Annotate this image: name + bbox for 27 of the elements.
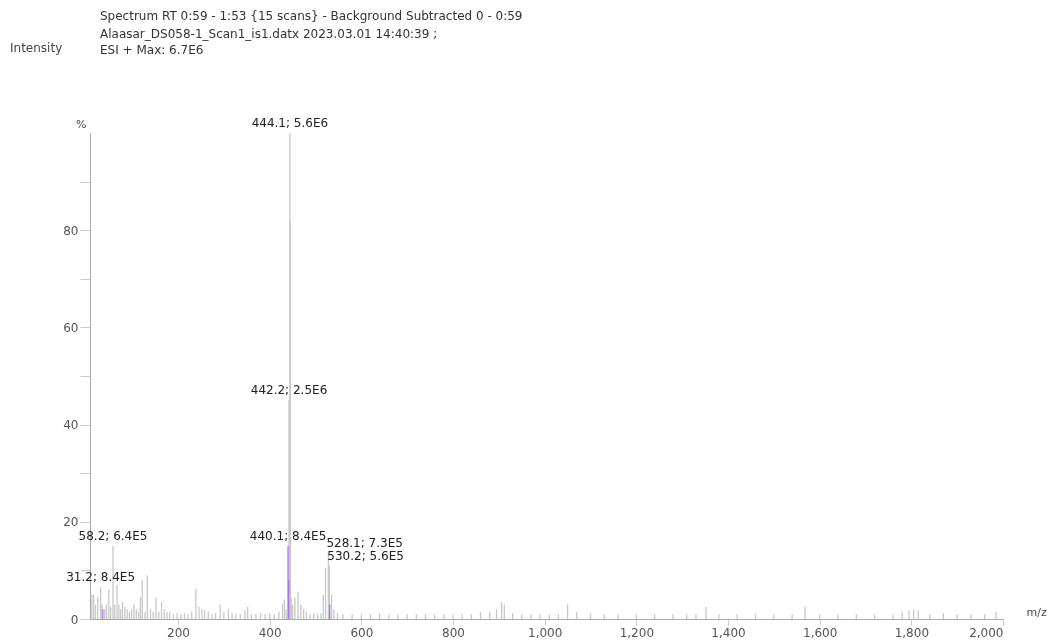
x-tick-label: 600 (350, 625, 374, 640)
x-tick-label: 200 (167, 625, 190, 640)
text: Intensity (10, 41, 63, 55)
annotation: 530.2; 5.6E5 (327, 548, 404, 563)
annotation: 31.2; 8.4E5 (66, 570, 136, 585)
y-tick-label: 0 (70, 612, 79, 627)
chart-title: Spectrum RT 0:59 - 1:53 {15 scans} - Background Subtracted 0 - 0:59 (100, 9, 523, 23)
annotation: 440.1; 8.4E5 (249, 529, 327, 544)
y-tick-label: 40 (63, 418, 79, 433)
y-axis-title: % (76, 117, 87, 131)
x-axis-title: m/z (1026, 605, 1047, 619)
x-tick-label: 1,800 (894, 625, 930, 640)
annotation: 58.2; 6.4E5 (78, 529, 148, 544)
x-tick-label: 1,200 (619, 625, 655, 640)
annotation: 444.1; 5.6E6 (251, 116, 329, 130)
chart-subtitle: Alaasar_DS058-1_Scan1_is1.datx 2023.03.01 14:40:39 ; ESI + Max: 6.7E6 (100, 27, 438, 57)
y-tick-label: 60 (63, 320, 79, 335)
x-tick-label: 800 (442, 625, 465, 640)
x-tick-label: 400 (258, 625, 282, 640)
y-tick-label: 20 (63, 515, 79, 530)
x-tick-label: 1,600 (802, 625, 838, 640)
x-tick-label: 1,000 (527, 625, 563, 640)
x-tick-label: 1,400 (711, 625, 746, 640)
annotation: 528.1; 7.3E5 (326, 536, 403, 551)
annotation: 442.2; 2.5E6 (250, 383, 328, 398)
x-tick-label: 2,000 (969, 625, 1004, 640)
y-tick-label: 80 (63, 223, 79, 238)
